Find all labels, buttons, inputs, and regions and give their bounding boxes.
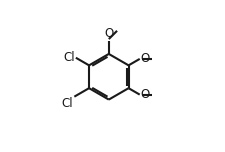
Text: Cl: Cl <box>63 51 75 64</box>
Text: O: O <box>140 52 149 65</box>
Text: O: O <box>104 28 113 40</box>
Text: Cl: Cl <box>61 97 73 110</box>
Text: O: O <box>140 88 149 101</box>
